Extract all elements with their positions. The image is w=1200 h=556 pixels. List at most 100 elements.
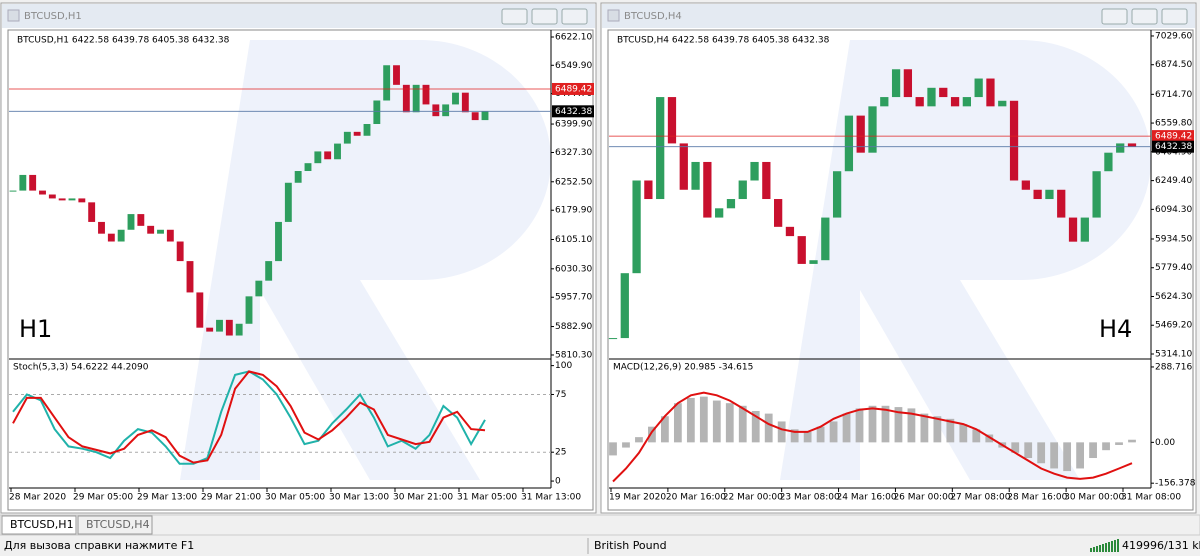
histogram-bar — [829, 421, 838, 443]
candle — [353, 131, 361, 136]
candle — [225, 319, 233, 336]
candle — [48, 194, 56, 199]
candle — [715, 208, 724, 218]
candle — [915, 97, 924, 107]
candle — [314, 151, 322, 164]
histogram-bar — [777, 421, 786, 443]
candle — [821, 217, 830, 261]
candle — [402, 84, 410, 113]
maximize-button[interactable] — [531, 8, 558, 25]
candle — [667, 97, 677, 144]
window-title: BTCUSD,H4 — [624, 11, 682, 22]
time-label: 23 Mar 08:00 — [780, 493, 840, 503]
histogram-bar — [648, 426, 656, 443]
candle — [255, 280, 263, 297]
status-help: Для вызова справки нажмите F1 — [4, 539, 194, 552]
status-bar — [0, 536, 1200, 556]
candle — [19, 174, 27, 191]
time-label: 24 Mar 16:00 — [837, 493, 897, 503]
histogram-bar — [609, 442, 617, 456]
histogram-bar — [972, 429, 981, 443]
histogram-bar — [1076, 442, 1084, 469]
histogram-bar — [1050, 442, 1059, 469]
window-title: BTCUSD,H1 — [24, 11, 82, 22]
time-label: 27 Mar 08:00 — [950, 493, 1010, 503]
candle — [1045, 189, 1054, 200]
watermark — [180, 40, 551, 480]
histogram-bar — [881, 405, 890, 443]
tab[interactable] — [1, 515, 77, 535]
histogram-bar — [1011, 442, 1020, 453]
candle — [324, 151, 332, 160]
time-label: 31 Mar 13:00 — [521, 493, 581, 503]
price-label: 6432.38 — [555, 107, 592, 117]
histogram-bar — [1128, 439, 1136, 443]
candle — [785, 226, 795, 237]
candle — [950, 97, 960, 107]
candle — [774, 199, 783, 227]
price-tick-label: 6105.10 — [555, 235, 592, 245]
candle — [343, 131, 351, 144]
candle — [147, 225, 155, 234]
status-traffic: 419996/131 kb — [1122, 539, 1200, 552]
candle — [412, 84, 420, 113]
candle — [334, 143, 341, 160]
price-label-box — [552, 82, 594, 95]
price-label-box — [1152, 130, 1194, 143]
candle — [373, 100, 381, 125]
maximize-button[interactable] — [1131, 8, 1158, 25]
candle — [265, 261, 273, 281]
candle — [78, 198, 86, 203]
price-tick-label: 6399.90 — [555, 120, 592, 130]
price-tick-label: 6249.40 — [1155, 176, 1192, 186]
candle — [1009, 100, 1019, 181]
time-label: 29 Mar 21:00 — [201, 493, 261, 503]
price-tick-label: 5882.90 — [555, 322, 592, 332]
price-tick-label: 6622.10 — [555, 33, 592, 43]
timeframe-label: H4 — [1099, 315, 1132, 343]
histogram-bar — [738, 405, 747, 443]
price-tick-label: 6094.30 — [1155, 205, 1192, 215]
candle — [461, 92, 469, 113]
histogram-bar — [1102, 442, 1110, 451]
traffic-meter — [1111, 541, 1113, 552]
candle — [157, 229, 164, 234]
indicator-tick-label: 75 — [555, 390, 566, 400]
candle — [206, 327, 214, 332]
close-button[interactable] — [1161, 8, 1188, 25]
candle — [644, 180, 653, 200]
traffic-meter — [1105, 543, 1107, 552]
candle — [275, 221, 282, 262]
candle — [986, 78, 995, 107]
time-label: 31 Mar 05:00 — [457, 493, 517, 503]
candle — [1080, 217, 1089, 242]
candle — [88, 202, 96, 222]
candle — [68, 198, 76, 201]
candle — [939, 87, 948, 98]
candle — [797, 236, 806, 264]
candle — [891, 69, 901, 98]
candle — [691, 161, 700, 190]
price-tick-label: 6179.90 — [555, 206, 592, 216]
price-label-box — [1152, 140, 1194, 153]
minimize-button[interactable] — [1101, 8, 1128, 25]
candle — [481, 111, 489, 121]
close-button[interactable] — [561, 8, 588, 25]
histogram-bar — [790, 429, 799, 443]
candle — [750, 161, 759, 181]
candle — [284, 182, 292, 222]
histogram-bar — [764, 413, 773, 443]
minimize-button[interactable] — [501, 8, 528, 25]
indicator-tick-label: 25 — [555, 448, 566, 458]
symbol-info: BTCUSD,H1 6422.58 6439.78 6405.38 6432.3… — [17, 36, 230, 46]
candle — [903, 69, 913, 98]
price-tick-label: 5469.20 — [1155, 321, 1192, 331]
tab-bar — [0, 514, 1200, 536]
histogram-bar — [959, 424, 968, 443]
time-label: 29 Mar 05:00 — [73, 493, 133, 503]
price-tick-label: 6874.50 — [1155, 60, 1192, 70]
histogram-bar — [1115, 442, 1123, 445]
tab[interactable] — [77, 515, 153, 535]
candle — [1127, 143, 1137, 147]
price-tick-label: 5934.50 — [1155, 234, 1192, 244]
